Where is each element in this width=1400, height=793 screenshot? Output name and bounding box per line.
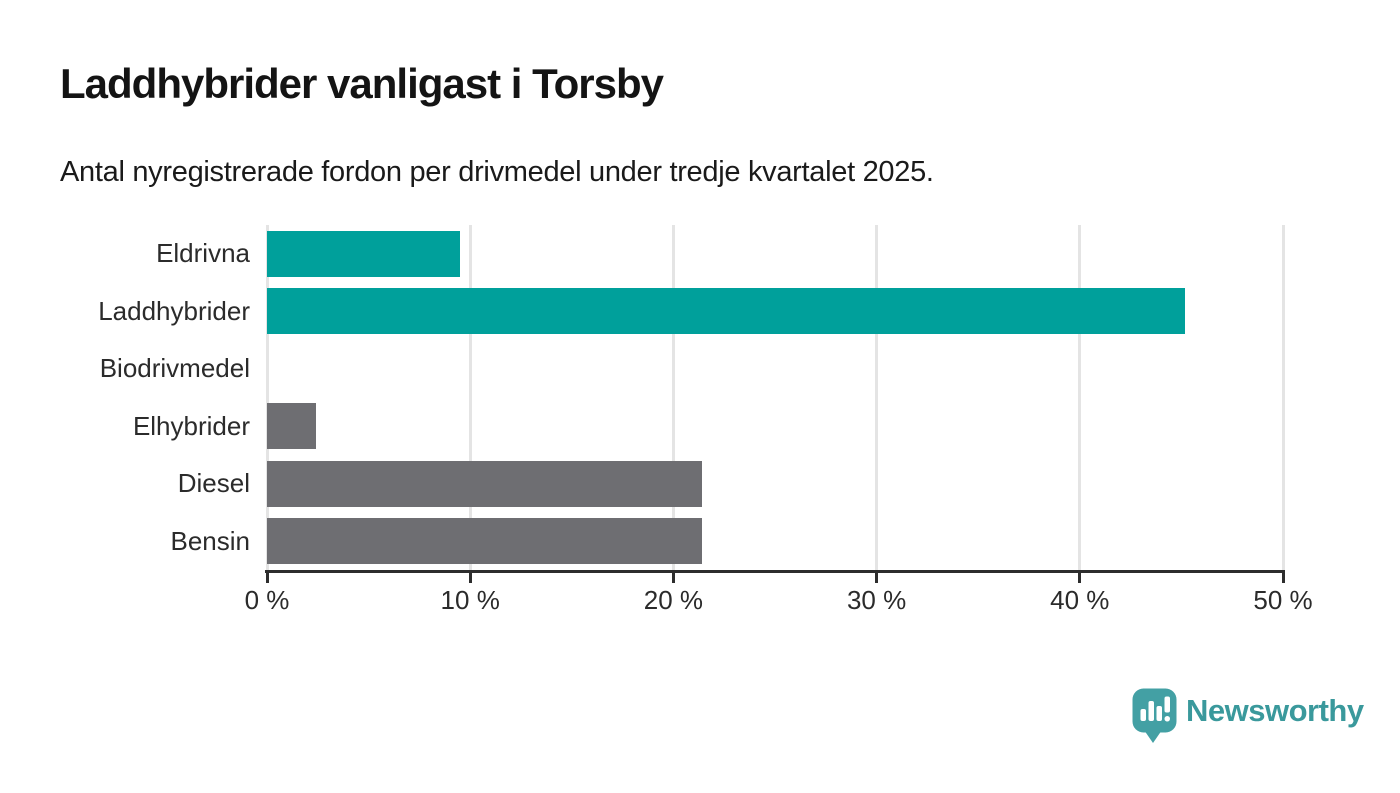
chart-subtitle: Antal nyregistrerade fordon per drivmede… xyxy=(60,156,934,188)
bar-row-elhybrider xyxy=(267,403,1283,450)
gridline-30% xyxy=(875,225,879,570)
category-label-bensin: Bensin xyxy=(170,525,251,556)
x-axis-tick-20% xyxy=(671,570,675,583)
category-label-elhybrider: Elhybrider xyxy=(132,410,250,441)
gridline-20% xyxy=(671,225,675,570)
bar-row-eldrivna xyxy=(267,230,1283,277)
bar-elhybrider xyxy=(267,403,316,450)
x-axis-tick-30% xyxy=(875,570,879,583)
chart-title: Laddhybrider vanligast i Torsby xyxy=(60,60,664,107)
x-axis-tick-40% xyxy=(1078,570,1082,583)
x-axis-line xyxy=(265,570,1285,573)
x-axis-tick-label-0%: 0 % xyxy=(244,585,290,615)
category-label-laddhybrider: Laddhybrider xyxy=(98,295,250,326)
bar-bensin xyxy=(267,518,702,565)
x-axis-tick-0% xyxy=(265,570,269,583)
bar-diesel xyxy=(267,460,702,507)
speech-bubble-bar-chart-icon xyxy=(1132,688,1177,743)
gridline-10% xyxy=(468,225,472,570)
x-axis-tick-50% xyxy=(1281,570,1285,583)
category-label-biodrivmedel: Biodrivmedel xyxy=(99,353,250,384)
bar-row-biodrivmedel xyxy=(267,346,1283,392)
newsworthy-logo-text: Newsworthy xyxy=(1186,693,1364,728)
x-axis-tick-label-50%: 50 % xyxy=(1253,585,1313,615)
gridline-0% xyxy=(265,225,269,570)
gridline-50% xyxy=(1281,225,1285,570)
category-label-eldrivna: Eldrivna xyxy=(156,238,250,269)
bar-row-laddhybrider xyxy=(267,288,1283,335)
bar-laddhybrider xyxy=(267,288,1186,335)
x-axis-tick-label-30%: 30 % xyxy=(846,585,907,615)
x-axis-tick-label-40%: 40 % xyxy=(1050,585,1110,615)
bar-eldrivna xyxy=(267,230,461,277)
x-axis-tick-label-20%: 20 % xyxy=(643,585,704,615)
bar-row-bensin xyxy=(267,518,1283,565)
x-axis-tick-10% xyxy=(468,570,472,583)
category-label-diesel: Diesel xyxy=(177,468,250,499)
category-axis-labels: Eldrivna Laddhybrider Biodrivmedel Elhybrid… xyxy=(0,225,250,570)
x-axis-tick-label-10%: 10 % xyxy=(440,585,500,615)
gridline-40% xyxy=(1078,225,1082,570)
bar-row-diesel xyxy=(267,460,1283,507)
plot-area xyxy=(265,225,1285,570)
newsworthy-logo: Newsworthy xyxy=(1132,688,1364,744)
